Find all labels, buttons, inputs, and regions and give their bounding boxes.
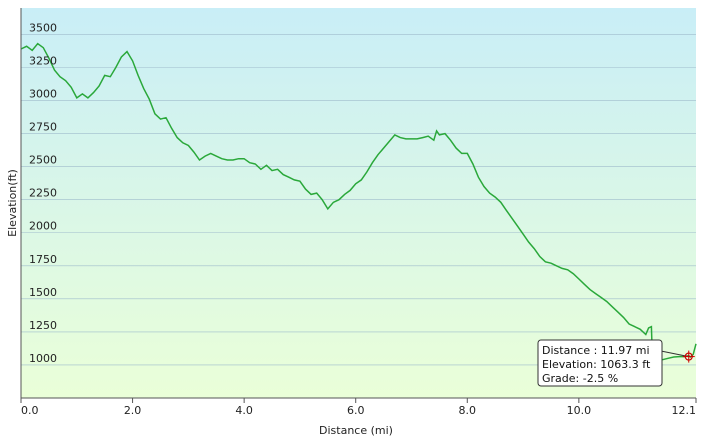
position-marker bbox=[682, 350, 695, 363]
grid-lines bbox=[21, 34, 696, 366]
x-tick-label: 10.0 bbox=[567, 404, 592, 417]
x-axis-ticks: 0.0 2.0 4.0 6.0 8.0 10.0 12.1 bbox=[20, 398, 697, 417]
y-tick-label: 2000 bbox=[29, 220, 57, 233]
y-tick-label: 2250 bbox=[29, 187, 57, 200]
tooltip-box bbox=[537, 339, 663, 387]
y-tick-label: 1000 bbox=[29, 352, 57, 365]
x-tick-label: 2.0 bbox=[124, 404, 142, 417]
plot-area[interactable] bbox=[21, 8, 696, 398]
hover-tooltip: Distance : 11.97 mi Elevation: 1063.3 ft… bbox=[537, 339, 695, 387]
x-tick-label: 6.0 bbox=[347, 404, 365, 417]
x-tick-label: 8.0 bbox=[459, 404, 477, 417]
y-tick-label: 2750 bbox=[29, 121, 57, 134]
x-tick-label: 4.0 bbox=[235, 404, 253, 417]
y-axis-title: Elevation(ft) bbox=[6, 169, 19, 237]
elevation-line bbox=[20, 42, 697, 362]
tooltip-grade: Grade: -2.5 % bbox=[542, 372, 618, 385]
y-tick-label: 3000 bbox=[29, 88, 57, 101]
x-tick-label: 12.1 bbox=[672, 404, 697, 417]
y-tick-label: 2500 bbox=[29, 154, 57, 167]
tooltip-elevation: Elevation: 1063.3 ft bbox=[542, 358, 651, 371]
y-tick-label: 3500 bbox=[29, 21, 57, 34]
tooltip-distance: Distance : 11.97 mi bbox=[542, 344, 650, 357]
y-tick-label: 3250 bbox=[29, 54, 57, 67]
y-tick-label: 1250 bbox=[29, 319, 57, 332]
x-tick-label: 0.0 bbox=[21, 404, 39, 417]
x-axis-title: Distance (mi) bbox=[319, 424, 393, 437]
y-tick-label: 1500 bbox=[29, 286, 57, 299]
y-axis-ticks: 1000 1250 1500 1750 2000 2250 2500 2750 3000 3250… bbox=[29, 21, 57, 365]
y-tick-label: 1750 bbox=[29, 253, 57, 266]
